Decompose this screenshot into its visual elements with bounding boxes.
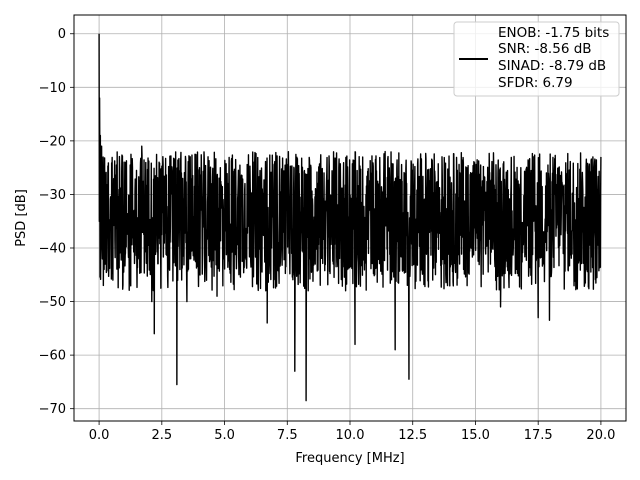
x-tick-label: 2.5 <box>151 428 172 443</box>
x-tick-label: 5.0 <box>214 428 235 443</box>
psd-series-line <box>98 33 602 402</box>
y-tick-label: −20 <box>39 134 66 149</box>
y-axis: 0 −10 −20 −30 −40 −50 −60 −70 <box>39 27 74 417</box>
y-tick-label: −30 <box>39 188 66 203</box>
y-tick-label: −50 <box>39 295 66 310</box>
y-tick-label: −60 <box>39 349 66 364</box>
legend-snr: SNR: -8.56 dB <box>498 41 592 57</box>
y-tick-label: −40 <box>39 241 66 256</box>
x-axis: 0.0 2.5 5.0 7.5 10.0 12.5 15.0 17.5 20.0 <box>89 421 615 443</box>
x-tick-label: 15.0 <box>461 428 490 443</box>
x-tick-label: 20.0 <box>586 428 615 443</box>
series-layer <box>98 33 602 402</box>
x-tick-label: 17.5 <box>524 428 553 443</box>
x-tick-label: 0.0 <box>89 428 110 443</box>
x-tick-label: 12.5 <box>398 428 427 443</box>
x-tick-label: 10.0 <box>336 428 365 443</box>
y-tick-label: −70 <box>39 402 66 417</box>
y-tick-label: −10 <box>39 81 66 96</box>
legend: ENOB: -1.75 bits SNR: -8.56 dB SINAD: -8… <box>453 21 620 97</box>
y-tick-label: 0 <box>58 27 66 42</box>
x-axis-label: Frequency [MHz] <box>295 451 404 466</box>
legend-enob: ENOB: -1.75 bits <box>498 25 609 41</box>
legend-sinad: SINAD: -8.79 dB <box>498 58 606 74</box>
y-axis-label: PSD [dB] <box>14 189 29 247</box>
legend-box <box>453 21 620 97</box>
x-tick-label: 7.5 <box>277 428 298 443</box>
legend-sfdr: SFDR: 6.79 <box>498 75 573 91</box>
